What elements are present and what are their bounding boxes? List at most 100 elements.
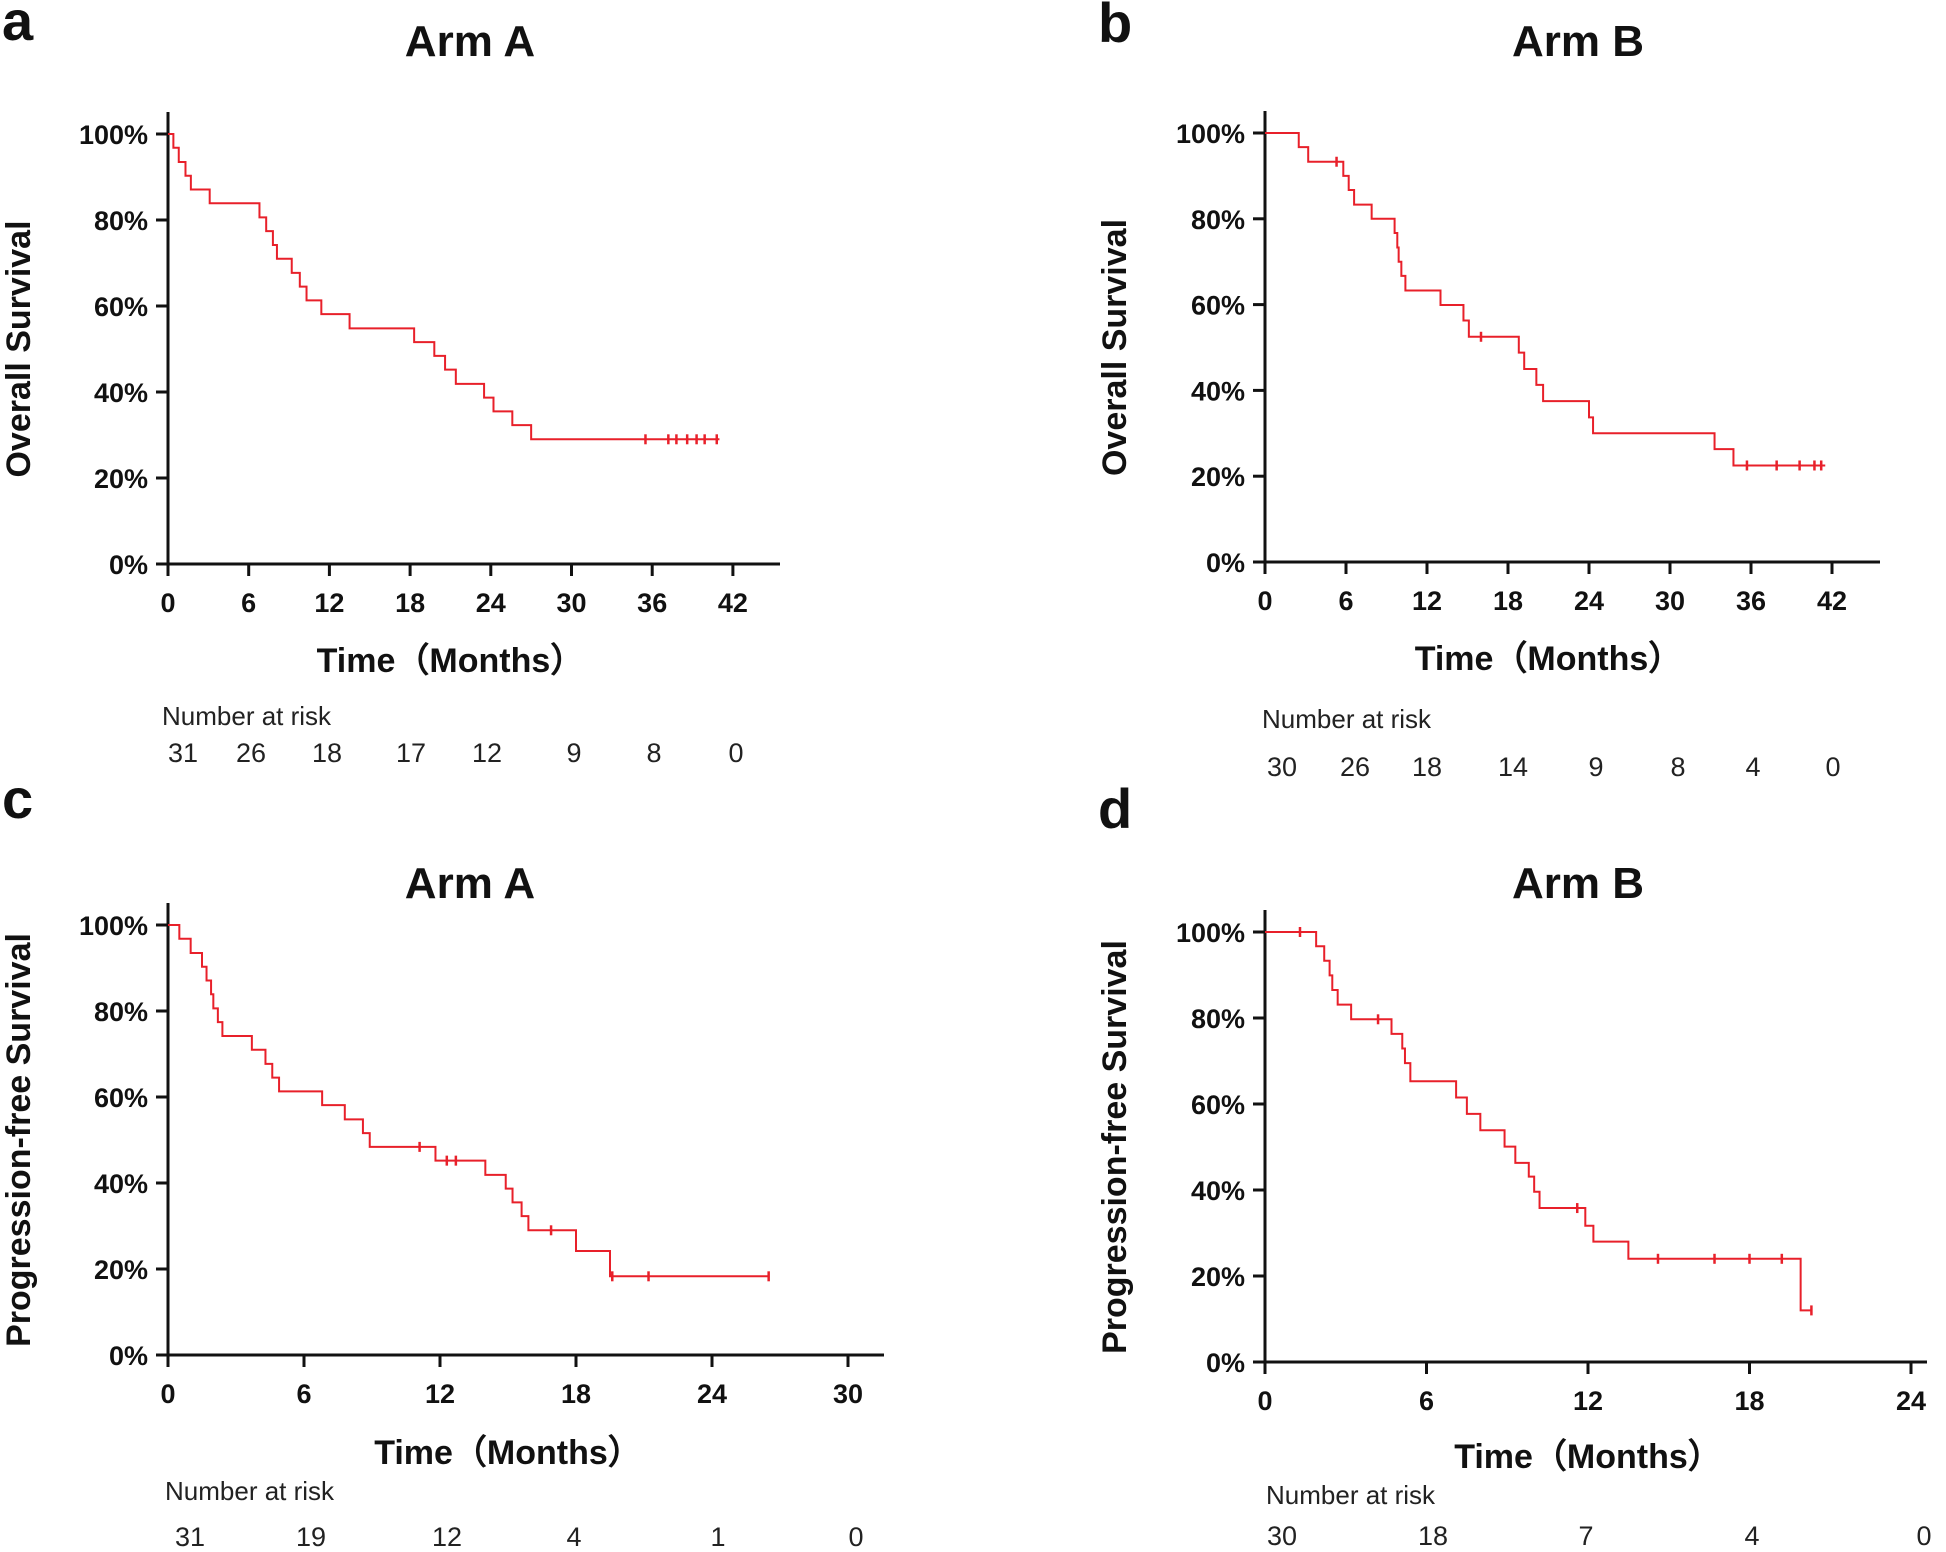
risk-table-value: 30 — [1267, 1521, 1297, 1551]
y-axis-title: Progression-free Survival — [1096, 940, 1134, 1354]
y-tick-label: 80% — [94, 206, 148, 236]
x-tick-label: 30 — [833, 1379, 863, 1409]
risk-table-value: 18 — [1418, 1521, 1448, 1551]
y-tick-label: 60% — [94, 292, 148, 322]
risk-table-value: 0 — [1825, 752, 1840, 782]
x-tick-label: 0 — [1257, 1386, 1272, 1416]
risk-table-value: 4 — [566, 1522, 581, 1552]
y-tick-label: 40% — [1191, 1176, 1245, 1206]
y-axis-title: Overall Survival — [1096, 219, 1134, 476]
risk-table-value: 17 — [396, 738, 426, 768]
risk-table-value: 12 — [432, 1522, 462, 1552]
x-tick-label: 24 — [1896, 1386, 1926, 1416]
x-tick-label: 24 — [476, 588, 506, 618]
x-tick-label: 6 — [1419, 1386, 1434, 1416]
risk-table-value: 30 — [1267, 752, 1297, 782]
x-tick-label: 0 — [1257, 586, 1272, 616]
x-tick-label: 12 — [1412, 586, 1442, 616]
x-tick-label: 0 — [160, 1379, 175, 1409]
panel-letter-c: c — [2, 767, 33, 830]
x-tick-label: 12 — [314, 588, 344, 618]
chart-title: Arm B — [1512, 17, 1644, 66]
y-tick-label: 20% — [1191, 462, 1245, 492]
risk-table-value: 19 — [296, 1522, 326, 1552]
risk-table-value: 1 — [710, 1522, 725, 1552]
x-axis-title: Time（Months） — [374, 1433, 642, 1472]
y-tick-label: 40% — [94, 1169, 148, 1199]
km-survival-curve — [168, 133, 720, 441]
risk-table-value: 4 — [1745, 752, 1760, 782]
risk-table-value: 4 — [1744, 1521, 1759, 1551]
panel-d-progression-free-survival-arm-b: Arm B 0 6 12 18 24 0% 20% 40% 60% 80% 100% Time（Mont… — [1096, 859, 1932, 1551]
x-tick-label: 6 — [1338, 586, 1353, 616]
risk-table-value: 9 — [566, 738, 581, 768]
risk-table-value: 26 — [1340, 752, 1370, 782]
panel-a-overall-survival-arm-a: Arm A 0 6 12 18 24 30 36 42 0% 20% 40% 60% 80% 100% Tim… — [0, 17, 780, 768]
y-tick-label: 100% — [1176, 918, 1245, 948]
x-tick-label: 18 — [1493, 586, 1523, 616]
y-tick-label: 0% — [109, 1341, 148, 1371]
y-tick-label: 20% — [94, 464, 148, 494]
x-tick-label: 18 — [1734, 1386, 1764, 1416]
x-axis-title: Time（Months） — [317, 641, 585, 680]
y-tick-label: 20% — [1191, 1262, 1245, 1292]
risk-table-value: 0 — [728, 738, 743, 768]
x-tick-label: 18 — [561, 1379, 591, 1409]
risk-table-value: 8 — [646, 738, 661, 768]
y-tick-label: 60% — [1191, 291, 1245, 321]
x-tick-label: 18 — [395, 588, 425, 618]
y-tick-label: 40% — [94, 378, 148, 408]
risk-table-value: 12 — [472, 738, 502, 768]
risk-table-value: 8 — [1670, 752, 1685, 782]
x-tick-label: 6 — [241, 588, 256, 618]
y-axis-title: Progression-free Survival — [0, 933, 38, 1347]
y-tick-label: 100% — [79, 911, 148, 941]
y-tick-label: 100% — [1176, 119, 1245, 149]
x-tick-label: 24 — [697, 1379, 727, 1409]
x-tick-label: 42 — [1817, 586, 1847, 616]
y-tick-label: 80% — [1191, 205, 1245, 235]
y-tick-label: 80% — [94, 997, 148, 1027]
km-survival-curve — [1265, 132, 1826, 467]
y-tick-label: 0% — [1206, 1348, 1245, 1378]
x-tick-label: 6 — [296, 1379, 311, 1409]
x-tick-label: 0 — [160, 588, 175, 618]
risk-table-value: 26 — [236, 738, 266, 768]
panel-letter-a: a — [2, 0, 34, 52]
y-tick-label: 80% — [1191, 1004, 1245, 1034]
y-tick-label: 0% — [109, 550, 148, 580]
risk-table-value: 31 — [175, 1522, 205, 1552]
risk-table-label: Number at risk — [1266, 1480, 1436, 1510]
y-axis-title: Overall Survival — [0, 220, 38, 477]
y-tick-label: 60% — [1191, 1090, 1245, 1120]
x-tick-label: 12 — [1573, 1386, 1603, 1416]
risk-table-value: 0 — [1916, 1521, 1931, 1551]
y-tick-label: 100% — [79, 120, 148, 150]
risk-table-value: 18 — [1412, 752, 1442, 782]
panel-c-progression-free-survival-arm-a: Arm A 0 6 12 18 24 30 0% 20% 40% 60% 80% 100% Time（Mo… — [0, 859, 884, 1552]
x-axis-title: Time（Months） — [1415, 639, 1683, 678]
x-tick-label: 42 — [718, 588, 748, 618]
risk-table-value: 9 — [1588, 752, 1603, 782]
panel-letter-d: d — [1098, 777, 1132, 840]
panel-b-overall-survival-arm-b: Arm B 0 6 12 18 24 30 36 42 0% 20% 40% 60% 80% 100% Tim… — [1096, 17, 1880, 782]
x-tick-label: 30 — [556, 588, 586, 618]
risk-table-value: 31 — [168, 738, 198, 768]
chart-title: Arm B — [1512, 859, 1644, 908]
risk-table-value: 14 — [1498, 752, 1528, 782]
risk-table-label: Number at risk — [162, 701, 332, 731]
x-tick-label: 30 — [1655, 586, 1685, 616]
y-tick-label: 0% — [1206, 548, 1245, 578]
risk-table-value: 18 — [312, 738, 342, 768]
y-tick-label: 20% — [94, 1255, 148, 1285]
x-tick-label: 12 — [425, 1379, 455, 1409]
x-tick-label: 36 — [1736, 586, 1766, 616]
km-survival-curve — [168, 924, 769, 1278]
chart-title: Arm A — [405, 859, 535, 908]
panel-letter-b: b — [1098, 0, 1132, 54]
risk-table-label: Number at risk — [165, 1476, 335, 1506]
km-survival-curve — [1265, 931, 1812, 1312]
chart-title: Arm A — [405, 17, 535, 66]
x-tick-label: 24 — [1574, 586, 1604, 616]
